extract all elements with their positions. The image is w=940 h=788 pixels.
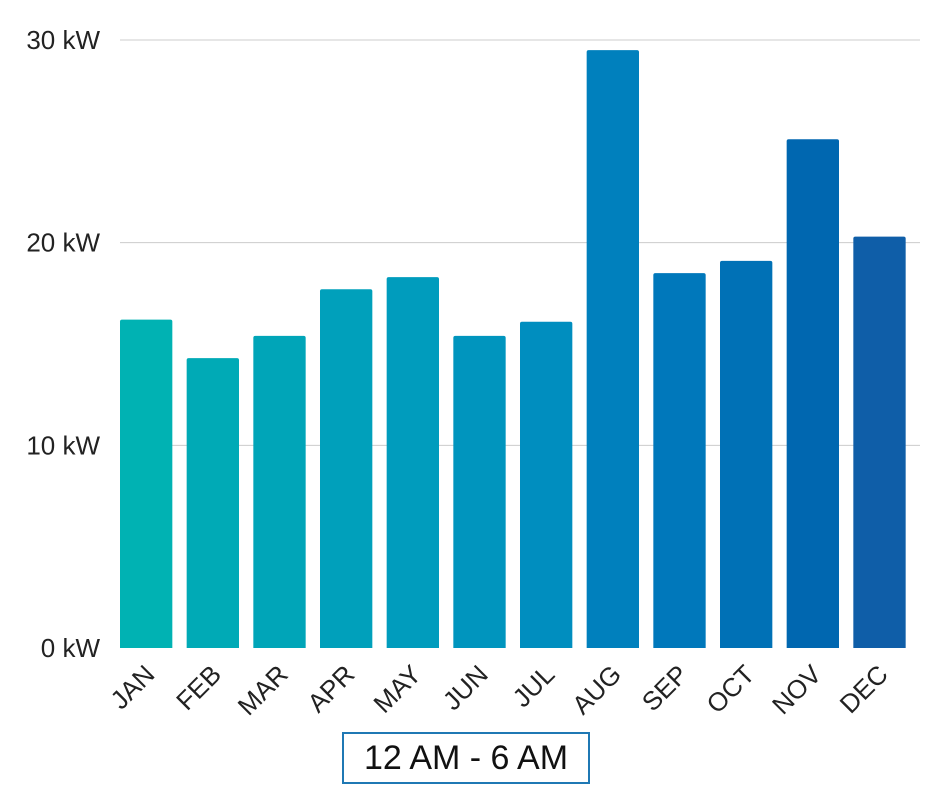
x-axis-category-labels: JAN FEB MAR APR MAY JUN JUL AUG SEP OCT NOV DEC (104, 659, 893, 722)
x-category-label-mar: MAR (232, 659, 294, 721)
bars (120, 50, 906, 648)
bar-jan (120, 319, 173, 648)
x-category-label-apr: APR (301, 659, 360, 718)
x-category-label-dec: DEC (834, 659, 894, 719)
x-category-label-jun: JUN (437, 659, 494, 716)
bar-jun (453, 335, 506, 648)
bar-sep (653, 273, 706, 648)
y-tick-label: 30 kW (26, 25, 100, 55)
x-category-label-feb: FEB (170, 659, 227, 716)
x-category-label-jan: JAN (104, 659, 160, 715)
y-tick-label: 10 kW (26, 430, 100, 460)
y-tick-label: 0 kW (41, 633, 101, 663)
x-category-label-aug: AUG (566, 659, 627, 720)
bar-jul (520, 321, 573, 648)
bar-mar (253, 335, 306, 648)
x-category-label-oct: OCT (700, 659, 760, 719)
x-category-label-jul: JUL (506, 659, 560, 713)
bar-nov (786, 139, 839, 648)
x-category-label-nov: NOV (766, 659, 828, 721)
bar-may (386, 277, 439, 648)
bar-dec (853, 236, 906, 648)
legend-label: 12 AM - 6 AM (363, 738, 569, 777)
y-axis-tick-labels: 0 kW 10 kW 20 kW 30 kW (26, 25, 100, 663)
legend: 12 AM - 6 AM (342, 732, 590, 784)
x-category-label-sep: SEP (636, 659, 694, 717)
bar-aug (586, 50, 639, 648)
x-category-label-may: MAY (367, 659, 427, 719)
bar-apr (320, 289, 373, 648)
bar-feb (186, 358, 239, 648)
bar-oct (720, 260, 773, 648)
y-tick-label: 20 kW (26, 228, 100, 258)
